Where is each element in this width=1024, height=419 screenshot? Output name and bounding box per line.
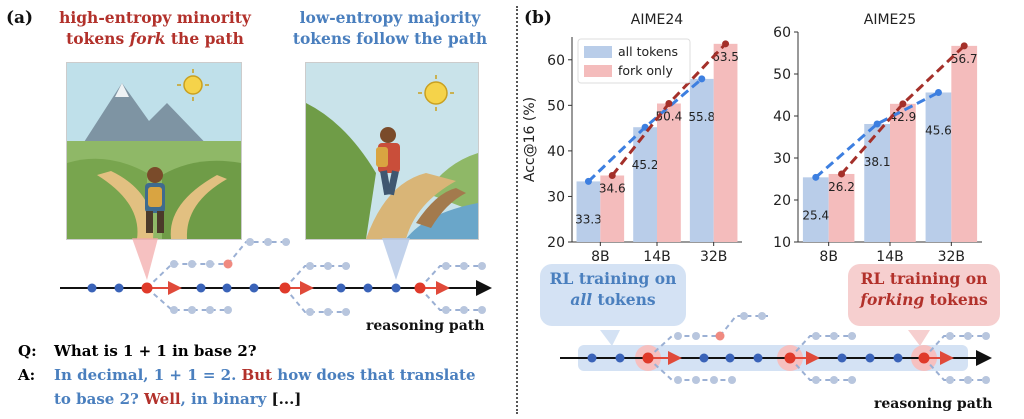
- aime24-chart: AIME24 20 30 40 50 60 Acc@16 (%) 33.3 34.6 8B 45.2…: [522, 12, 742, 265]
- bar-all-tokens: [802, 177, 829, 242]
- bar-all-tokens: [633, 127, 657, 242]
- y-tick-label: 20: [547, 235, 565, 251]
- y-tick-label: 60: [773, 25, 791, 41]
- y-tick-label: 40: [547, 144, 565, 160]
- data-label: 45.6: [925, 123, 952, 137]
- trend-line-all-tokens: [814, 91, 940, 179]
- data-label: 25.4: [802, 208, 829, 222]
- bar-all-tokens: [864, 123, 890, 242]
- chart-title: AIME25: [864, 12, 916, 28]
- left-heading-line2: tokens fork the path: [66, 29, 244, 48]
- bar-all-tokens: [576, 181, 601, 242]
- question: Q: What is 1 + 1 in base 2?: [18, 339, 508, 363]
- panel-b-token-diagram: [560, 312, 992, 384]
- aime25-chart: AIME2510203040506025.426.28B38.142.914B4…: [773, 12, 982, 265]
- data-label: 33.3: [575, 212, 602, 226]
- panel-b-label: (b): [524, 8, 552, 28]
- x-tick-label: 14B: [643, 249, 670, 265]
- data-label: 45.2: [632, 158, 659, 172]
- all-tokens-callout: RL training on all tokens: [540, 264, 686, 326]
- bar-all-tokens: [925, 92, 952, 242]
- legend-label: all tokens: [618, 44, 678, 59]
- x-tick-label: 8B: [591, 249, 610, 265]
- trend-point: [665, 100, 673, 108]
- y-tick-label: 50: [773, 67, 791, 83]
- question-text: What is 1 + 1 in base 2?: [54, 342, 257, 360]
- bar-fork-only: [890, 103, 916, 242]
- right-heading-line1: low-entropy majority: [299, 8, 481, 27]
- y-tick-label: 50: [547, 98, 565, 114]
- bar-fork-only: [713, 43, 738, 243]
- trend-point: [584, 177, 592, 185]
- data-label: 34.6: [599, 181, 626, 195]
- bar-fork-only: [951, 45, 978, 242]
- follow-highlight-wedge: [382, 238, 410, 280]
- legend-swatch: [584, 46, 612, 58]
- x-tick-label: 32B: [938, 249, 965, 265]
- bar-all-tokens: [689, 78, 714, 243]
- data-label: 63.5: [712, 50, 739, 64]
- answer: A: In decimal, 1 + 1 = 2. But how does th…: [18, 366, 476, 408]
- fork-road-illustration: [66, 62, 242, 240]
- forking-tokens-callout: RL training on forking tokens: [848, 264, 1000, 326]
- trend-point: [934, 88, 942, 96]
- trend-point: [899, 100, 907, 108]
- data-label: 38.1: [864, 155, 891, 169]
- trend-point: [641, 123, 649, 131]
- trend-point: [608, 171, 616, 179]
- panel-a-label: (a): [6, 8, 34, 28]
- x-tick-label: 14B: [876, 249, 903, 265]
- panel-b-axis-label: reasoning path: [874, 396, 993, 412]
- y-tick-label: 20: [773, 193, 791, 209]
- trend-point: [722, 40, 730, 48]
- trend-point: [873, 120, 881, 128]
- legend-swatch: [584, 65, 612, 77]
- panel-a-token-diagram: [60, 238, 492, 316]
- follow-path-illustration: [305, 62, 479, 240]
- question-prefix: Q:: [18, 342, 37, 360]
- right-heading: low-entropy majority tokens follow the p…: [280, 7, 500, 49]
- trend-point: [960, 42, 968, 50]
- y-axis-label: Acc@16 (%): [522, 97, 538, 182]
- x-tick-label: 8B: [819, 249, 838, 265]
- y-tick-label: 30: [547, 189, 565, 205]
- data-label: 26.2: [828, 180, 855, 194]
- right-heading-line2: tokens follow the path: [292, 29, 488, 48]
- bar-fork-only: [600, 175, 625, 242]
- y-tick-label: 40: [773, 109, 791, 125]
- bar-fork-only: [828, 173, 855, 242]
- legend-label: fork only: [618, 63, 673, 78]
- y-tick-label: 30: [773, 151, 791, 167]
- trend-point: [698, 75, 706, 83]
- fork-highlight-wedge: [132, 238, 158, 280]
- panel-a-axis-label: reasoning path: [366, 318, 485, 334]
- y-tick-label: 60: [547, 53, 565, 69]
- data-label: 56.7: [951, 52, 978, 66]
- left-heading-line1: high-entropy minority: [59, 8, 251, 27]
- trend-point: [838, 170, 846, 178]
- bar-fork-only: [657, 103, 681, 242]
- chart-title: AIME24: [631, 12, 684, 28]
- data-label: 55.8: [688, 110, 715, 124]
- trend-line-fork-only: [840, 44, 966, 175]
- panel-divider: [516, 6, 518, 414]
- x-tick-label: 32B: [700, 249, 727, 265]
- trend-point: [812, 173, 820, 181]
- y-tick-label: 10: [773, 235, 791, 251]
- left-heading: high-entropy minority tokens fork the pa…: [46, 7, 264, 49]
